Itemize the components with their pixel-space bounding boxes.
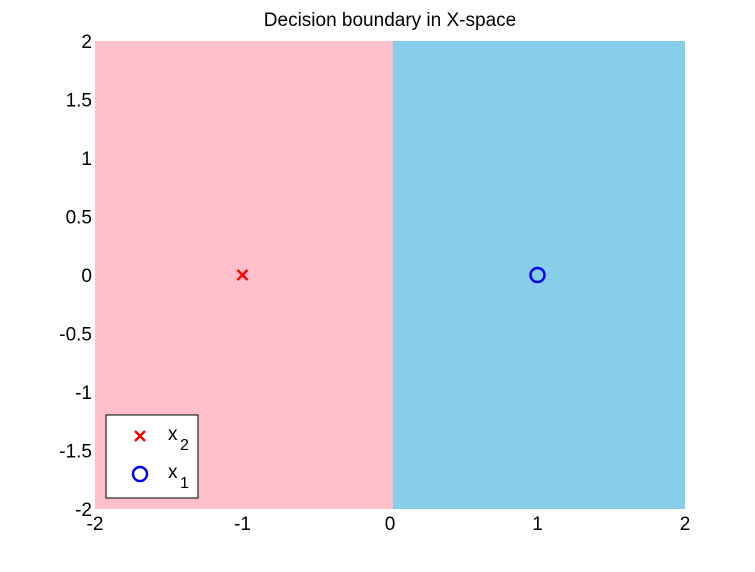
y-tick-label: 0.5 [66, 208, 92, 229]
x-tick-label: -2 [87, 514, 104, 535]
x-tick-label: 0 [385, 514, 396, 535]
x-tick-label: 2 [680, 514, 691, 535]
y-tick-label: -0.5 [59, 325, 92, 346]
legend-label-1: x [168, 424, 178, 445]
y-tick-label: -1 [75, 383, 92, 404]
legend-subscript-1: 2 [180, 437, 189, 454]
y-tick-label: -2 [75, 500, 92, 521]
chart-title: Decision boundary in X-space [264, 10, 516, 31]
data-point-circle [529, 266, 546, 284]
points-layer [236, 266, 546, 284]
legend-subscript-2: 1 [180, 475, 189, 492]
x-tick-label: -1 [234, 514, 251, 535]
ticks-layer: -2 -1 0 1 2 -2 -1.5 -1 -0.5 0 0.5 1 1.5 2 [59, 32, 690, 535]
y-tick-label: 0 [81, 266, 92, 287]
decision-region-2 [392, 41, 685, 509]
data-point-cross [236, 269, 249, 281]
y-tick-label: 1 [81, 149, 92, 170]
legend-box [105, 414, 199, 499]
y-tick-label: -1.5 [59, 442, 92, 463]
legend-marker-2 [131, 465, 149, 483]
x-tick-label: 1 [532, 514, 543, 535]
y-tick-label: 1.5 [66, 91, 92, 112]
y-tick-label: 2 [81, 32, 92, 53]
legend-label-2: x [168, 462, 178, 483]
legend-marker-1 [134, 430, 146, 442]
